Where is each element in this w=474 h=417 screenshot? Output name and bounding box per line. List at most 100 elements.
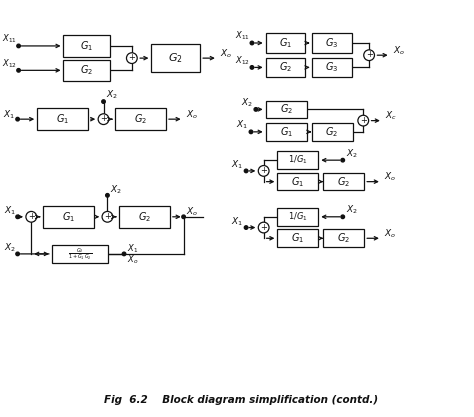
Text: +: +	[360, 116, 367, 125]
Circle shape	[26, 211, 36, 222]
Bar	[277, 229, 319, 247]
Bar	[119, 206, 170, 228]
Text: +: +	[260, 223, 267, 231]
Circle shape	[358, 115, 369, 126]
Text: $G_1$: $G_1$	[291, 175, 304, 188]
Bar	[64, 60, 110, 81]
Text: $X_2$: $X_2$	[110, 183, 122, 196]
Bar	[265, 123, 307, 141]
Circle shape	[182, 215, 185, 219]
Circle shape	[98, 114, 109, 125]
Text: $X_o$: $X_o$	[185, 206, 198, 218]
Text: $G_2$: $G_2$	[337, 231, 350, 245]
Text: +: +	[100, 114, 107, 123]
Text: $X_1$: $X_1$	[3, 108, 15, 121]
Circle shape	[127, 53, 137, 63]
Text: $X_2$: $X_2$	[107, 88, 118, 101]
Bar	[311, 123, 353, 141]
Circle shape	[341, 158, 345, 162]
Text: $X_1$: $X_1$	[236, 119, 248, 131]
Text: $G_2$: $G_2$	[337, 175, 350, 188]
Bar	[52, 245, 109, 263]
Text: $G_2$: $G_2$	[81, 63, 93, 77]
Circle shape	[17, 44, 20, 48]
Bar	[115, 108, 166, 130]
Text: $X_1$: $X_1$	[4, 205, 16, 217]
Bar	[43, 206, 94, 228]
Text: $X_{11}$: $X_{11}$	[2, 33, 17, 45]
Circle shape	[258, 222, 269, 233]
Text: $G_2$: $G_2$	[168, 51, 183, 65]
Circle shape	[122, 252, 126, 256]
Bar	[37, 108, 88, 130]
Text: $G_2$: $G_2$	[134, 112, 147, 126]
Text: $X_o$: $X_o$	[220, 47, 232, 60]
Bar	[277, 151, 319, 169]
Bar	[277, 208, 319, 226]
Circle shape	[341, 215, 345, 219]
Text: $X_1$: $X_1$	[231, 159, 243, 171]
Bar	[265, 100, 307, 118]
Text: $1/G_1$: $1/G_1$	[288, 154, 308, 166]
Text: $G_3$: $G_3$	[325, 36, 338, 50]
Circle shape	[16, 252, 19, 256]
Text: +: +	[28, 212, 35, 221]
Bar	[323, 173, 364, 191]
Text: $X_o$: $X_o$	[384, 171, 396, 183]
Text: $X_{11}$: $X_{11}$	[235, 30, 250, 43]
Bar	[312, 33, 352, 53]
Text: $X_{12}$: $X_{12}$	[235, 54, 250, 67]
Text: $G_1$: $G_1$	[81, 39, 93, 53]
Text: $X_o$: $X_o$	[392, 44, 405, 57]
Text: Fig  6.2    Block diagram simplification (contd.): Fig 6.2 Block diagram simplification (co…	[104, 395, 378, 405]
Text: $G_2$: $G_2$	[279, 60, 292, 74]
Circle shape	[17, 68, 20, 72]
Circle shape	[244, 169, 248, 173]
Text: $X_1$: $X_1$	[231, 216, 243, 228]
Bar	[64, 35, 110, 57]
Text: $X_o$: $X_o$	[185, 108, 198, 121]
Text: $G_1$: $G_1$	[280, 125, 293, 139]
Text: $G_1$: $G_1$	[279, 36, 292, 50]
Text: $G_2$: $G_2$	[138, 210, 151, 224]
Text: $G_3$: $G_3$	[325, 60, 338, 74]
Circle shape	[106, 193, 109, 197]
Circle shape	[102, 100, 105, 103]
Circle shape	[244, 226, 248, 229]
Text: $X_2$: $X_2$	[241, 96, 253, 109]
Text: +: +	[365, 50, 373, 59]
Circle shape	[250, 65, 254, 69]
Text: +: +	[104, 212, 111, 221]
Bar	[323, 229, 364, 247]
Bar	[265, 33, 305, 53]
Circle shape	[16, 118, 19, 121]
Text: $G_1$: $G_1$	[56, 112, 69, 126]
Text: +: +	[128, 53, 135, 62]
Circle shape	[364, 50, 374, 60]
Text: $X_o$: $X_o$	[127, 254, 138, 266]
Text: $G_1$: $G_1$	[291, 231, 304, 245]
Text: $X_c$: $X_c$	[385, 110, 397, 122]
Circle shape	[258, 166, 269, 176]
Text: $\frac{G_2}{1+G_1\,G_2}$: $\frac{G_2}{1+G_1\,G_2}$	[68, 246, 92, 262]
Circle shape	[250, 41, 254, 45]
Bar	[265, 58, 305, 77]
Text: $G_2$: $G_2$	[326, 125, 338, 139]
Text: $X_o$: $X_o$	[384, 227, 396, 240]
Bar	[151, 45, 200, 72]
Circle shape	[102, 211, 113, 222]
Text: $X_1$: $X_1$	[127, 243, 138, 255]
Text: $X_2$: $X_2$	[4, 242, 16, 254]
Bar	[277, 173, 319, 191]
Text: $X_2$: $X_2$	[346, 147, 358, 160]
Text: +: +	[260, 166, 267, 175]
Circle shape	[254, 108, 257, 111]
Circle shape	[16, 215, 19, 219]
Text: $G_2$: $G_2$	[280, 103, 292, 116]
Bar	[312, 58, 352, 77]
Text: $X_{12}$: $X_{12}$	[1, 57, 17, 70]
Circle shape	[249, 130, 253, 133]
Text: $G_1$: $G_1$	[62, 210, 75, 224]
Text: $X_2$: $X_2$	[346, 204, 358, 216]
Text: $1/G_1$: $1/G_1$	[288, 211, 308, 223]
